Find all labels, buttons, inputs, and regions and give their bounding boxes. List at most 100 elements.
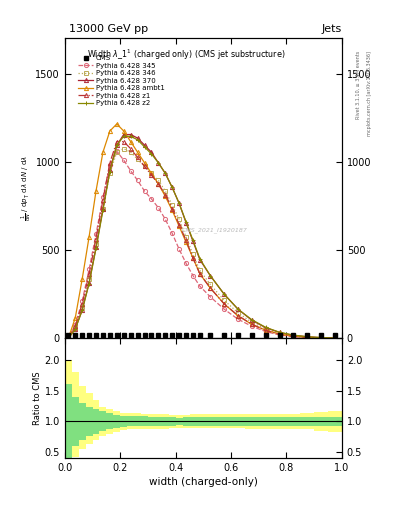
Pythia 6.428 ambt1: [94, 188, 98, 194]
Text: CMS_2021_I1920187: CMS_2021_I1920187: [182, 227, 248, 233]
CMS: [191, 332, 195, 338]
CMS: [198, 332, 202, 338]
Pythia 6.428 z2: [101, 207, 105, 214]
Pythia 6.428 345: [208, 294, 213, 300]
Pythia 6.428 z2: [94, 245, 98, 251]
Pythia 6.428 346: [80, 304, 84, 310]
Line: Pythia 6.428 z2: Pythia 6.428 z2: [66, 134, 337, 340]
Pythia 6.428 z2: [87, 281, 92, 287]
Text: mcplots.cern.ch [arXiv:1306.3436]: mcplots.cern.ch [arXiv:1306.3436]: [367, 51, 372, 136]
Pythia 6.428 346: [142, 163, 147, 169]
CMS: [135, 332, 140, 338]
Pythia 6.428 ambt1: [170, 207, 174, 214]
CMS: [332, 332, 337, 338]
Pythia 6.428 z2: [236, 306, 241, 312]
Text: Width $\lambda\_1^1$ (charged only) (CMS jet substructure): Width $\lambda\_1^1$ (charged only) (CMS…: [87, 48, 285, 62]
Bar: [196, 414, 204, 428]
CMS: [236, 332, 241, 338]
Pythia 6.428 z1: [128, 145, 133, 152]
CMS: [66, 332, 71, 338]
Pythia 6.428 370: [163, 170, 168, 177]
Pythia 6.428 z1: [184, 237, 188, 243]
Pythia 6.428 z1: [208, 285, 213, 291]
Pythia 6.428 346: [305, 334, 310, 340]
Pythia 6.428 ambt1: [198, 271, 202, 277]
CMS: [114, 332, 119, 338]
Line: Pythia 6.428 346: Pythia 6.428 346: [66, 146, 337, 340]
CMS: [184, 332, 188, 338]
Pythia 6.428 370: [191, 238, 195, 244]
Pythia 6.428 z2: [184, 219, 188, 225]
Bar: [169, 417, 176, 425]
Bar: [99, 412, 107, 431]
Pythia 6.428 346: [114, 149, 119, 155]
Pythia 6.428 ambt1: [332, 335, 337, 341]
Pythia 6.428 346: [177, 216, 182, 222]
Bar: [231, 414, 245, 428]
Bar: [86, 407, 93, 436]
Pythia 6.428 346: [291, 333, 296, 339]
Bar: [328, 417, 342, 425]
Pythia 6.428 346: [156, 177, 161, 183]
Pythia 6.428 370: [121, 132, 126, 138]
Pythia 6.428 z1: [291, 333, 296, 339]
Pythia 6.428 z2: [135, 137, 140, 143]
Pythia 6.428 370: [184, 220, 188, 226]
Bar: [176, 415, 183, 428]
Pythia 6.428 ambt1: [142, 160, 147, 166]
Pythia 6.428 ambt1: [177, 223, 182, 229]
Pythia 6.428 z1: [319, 335, 323, 341]
Pythia 6.428 370: [291, 332, 296, 338]
Pythia 6.428 345: [94, 231, 98, 237]
Pythia 6.428 z1: [108, 160, 112, 166]
Bar: [99, 407, 107, 436]
CMS: [101, 332, 105, 338]
Pythia 6.428 z2: [177, 200, 182, 206]
Pythia 6.428 345: [277, 332, 282, 338]
Pythia 6.428 z2: [319, 334, 323, 340]
Text: Rivet 3.1.10, ≥ 3.1M events: Rivet 3.1.10, ≥ 3.1M events: [356, 51, 361, 119]
Bar: [273, 417, 286, 425]
Pythia 6.428 370: [156, 160, 161, 166]
Bar: [162, 417, 169, 425]
Pythia 6.428 z2: [208, 272, 213, 279]
Pythia 6.428 345: [177, 246, 182, 252]
Text: 13000 GeV pp: 13000 GeV pp: [69, 24, 148, 34]
Pythia 6.428 ambt1: [163, 193, 168, 199]
Bar: [328, 411, 342, 432]
Bar: [107, 413, 113, 430]
Pythia 6.428 346: [163, 188, 168, 194]
Bar: [113, 415, 120, 428]
Pythia 6.428 345: [87, 266, 92, 272]
Pythia 6.428 345: [135, 177, 140, 183]
Pythia 6.428 346: [250, 319, 254, 326]
Pythia 6.428 ambt1: [66, 335, 71, 342]
Pythia 6.428 ambt1: [135, 149, 140, 155]
Bar: [259, 417, 273, 425]
Pythia 6.428 345: [149, 196, 154, 202]
Pythia 6.428 370: [128, 132, 133, 138]
Pythia 6.428 z1: [142, 163, 147, 169]
Pythia 6.428 346: [135, 156, 140, 162]
Bar: [286, 414, 300, 429]
Pythia 6.428 346: [208, 282, 213, 288]
Pythia 6.428 345: [222, 306, 226, 312]
Bar: [65, 385, 72, 458]
Pythia 6.428 z1: [73, 324, 77, 330]
CMS: [80, 332, 84, 338]
Pythia 6.428 ambt1: [87, 234, 92, 240]
Pythia 6.428 345: [291, 334, 296, 340]
Bar: [127, 416, 134, 426]
Pythia 6.428 z1: [277, 331, 282, 337]
Pythia 6.428 346: [277, 331, 282, 337]
Text: Jets: Jets: [321, 24, 342, 34]
Pythia 6.428 z1: [149, 172, 154, 178]
Pythia 6.428 370: [198, 257, 202, 263]
Bar: [300, 413, 314, 429]
Pythia 6.428 ambt1: [263, 327, 268, 333]
Pythia 6.428 345: [305, 334, 310, 340]
Bar: [141, 414, 148, 429]
Bar: [72, 397, 79, 446]
Pythia 6.428 ambt1: [222, 301, 226, 307]
Pythia 6.428 ambt1: [114, 121, 119, 127]
